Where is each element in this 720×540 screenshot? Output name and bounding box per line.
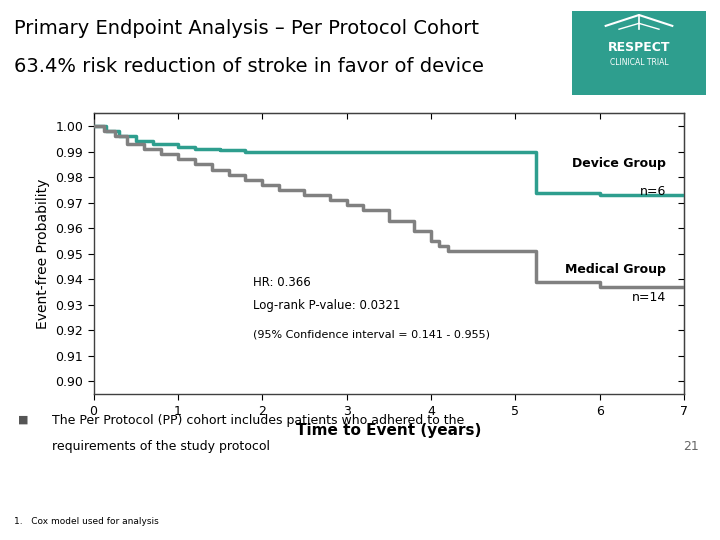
Text: HR: 0.366: HR: 0.366 [253,276,311,289]
Text: Log-rank P-value: 0.0321: Log-rank P-value: 0.0321 [253,299,400,312]
Text: RESPECT: RESPECT [608,41,670,54]
Text: 1.   Cox model used for analysis: 1. Cox model used for analysis [14,517,159,526]
Y-axis label: Event-free Probability: Event-free Probability [36,179,50,329]
Text: n=14: n=14 [632,292,666,305]
X-axis label: Time to Event (years): Time to Event (years) [296,423,482,438]
Text: 63.4% risk reduction of stroke in favor of device: 63.4% risk reduction of stroke in favor … [14,57,485,76]
Text: Device Group: Device Group [572,157,666,170]
Text: Primary Endpoint Analysis – Per Protocol Cohort: Primary Endpoint Analysis – Per Protocol… [14,19,480,38]
Text: ■: ■ [18,414,29,424]
Text: CLINICAL TRIAL: CLINICAL TRIAL [610,58,668,67]
Text: Medical Group: Medical Group [565,264,666,276]
Text: 21: 21 [683,440,698,453]
Text: (95% Confidence interval = 0.141 - 0.955): (95% Confidence interval = 0.141 - 0.955… [253,329,490,340]
Text: requirements of the study protocol: requirements of the study protocol [40,440,269,453]
Text: n=6: n=6 [640,185,666,198]
Text: The Per Protocol (PP) cohort includes patients who adhered to the: The Per Protocol (PP) cohort includes pa… [40,414,464,427]
